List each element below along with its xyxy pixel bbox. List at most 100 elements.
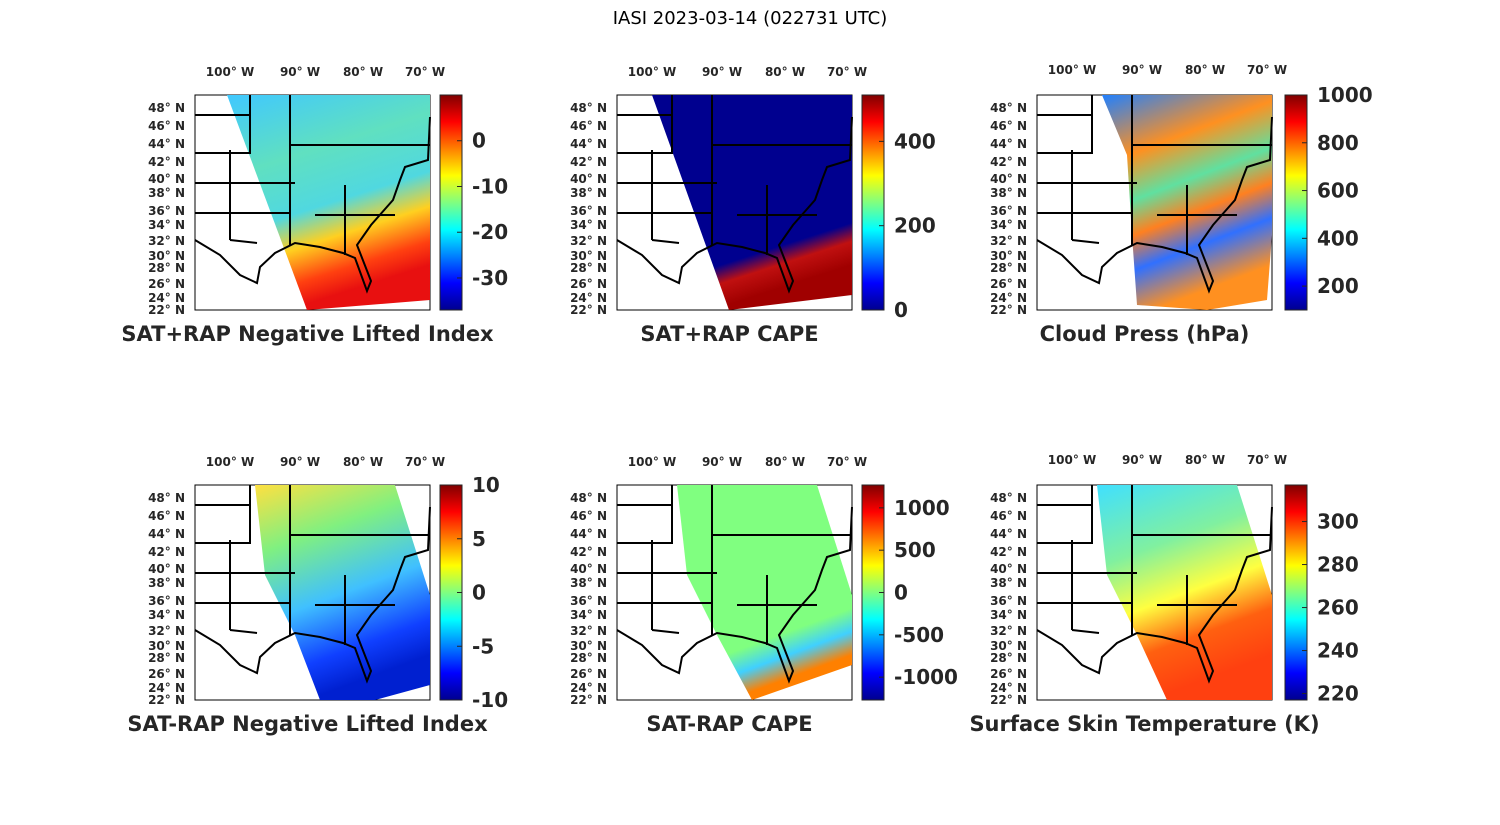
latitude-label: 46° N — [148, 509, 185, 523]
panel-title: SAT+RAP Negative Lifted Index — [121, 322, 494, 346]
latitude-label: 38° N — [990, 186, 1027, 200]
longitude-label: 90° W — [702, 65, 742, 79]
colorbar-tick-label: 1000 — [1317, 83, 1373, 107]
latitude-label: 28° N — [570, 261, 607, 275]
longitude-label: 100° W — [206, 455, 254, 469]
latitude-label: 48° N — [570, 491, 607, 505]
latitude-label: 38° N — [990, 576, 1027, 590]
latitude-label: 28° N — [990, 261, 1027, 275]
coastline — [1036, 116, 1273, 294]
colorbar-tick-label: -500 — [894, 623, 944, 647]
latitude-label: 26° N — [570, 277, 607, 291]
latitude-label: 30° N — [570, 249, 607, 263]
map-panel — [616, 94, 853, 311]
colorbar — [861, 94, 885, 311]
colorbar-tick-label: -5 — [472, 634, 494, 658]
latitude-label: 30° N — [990, 639, 1027, 653]
latitude-label: 22° N — [148, 693, 185, 707]
latitude-label: 44° N — [570, 137, 607, 151]
latitude-label: 46° N — [148, 119, 185, 133]
colorbar-tick-label: 260 — [1317, 596, 1359, 620]
coastline — [616, 116, 853, 294]
state-border — [1037, 95, 1093, 154]
latitude-label: 36° N — [148, 594, 185, 608]
latitude-label: 36° N — [990, 594, 1027, 608]
latitude-label: 22° N — [570, 303, 607, 317]
latitude-label: 38° N — [570, 186, 607, 200]
state-border — [195, 485, 251, 544]
longitude-label: 80° W — [1185, 63, 1225, 77]
state-border — [229, 239, 258, 244]
satellite-swath — [1097, 485, 1272, 700]
figure-title: IASI 2023-03-14 (022731 UTC) — [612, 8, 888, 29]
latitude-label: 48° N — [148, 491, 185, 505]
colorbar-tick-label: 5 — [472, 527, 486, 551]
latitude-label: 36° N — [570, 594, 607, 608]
colorbar-tick-label: 0 — [472, 129, 486, 153]
latitude-label: 40° N — [990, 562, 1027, 576]
latitude-label: 42° N — [148, 155, 185, 169]
colorbar-tick-label: -1000 — [894, 665, 958, 689]
colorbar-tick-label: -10 — [472, 688, 508, 712]
colorbar-tick-label: 200 — [894, 214, 936, 238]
satellite-swath — [227, 95, 430, 310]
latitude-label: 42° N — [570, 545, 607, 559]
latitude-label: 36° N — [570, 204, 607, 218]
latitude-label: 46° N — [990, 119, 1027, 133]
colorbar-tick-label: 10 — [472, 473, 500, 497]
latitude-label: 28° N — [990, 651, 1027, 665]
longitude-label: 80° W — [343, 65, 383, 79]
colorbar — [439, 94, 463, 311]
latitude-label: 22° N — [148, 303, 185, 317]
latitude-label: 34° N — [148, 608, 185, 622]
state-border — [229, 629, 258, 634]
colorbar-tick-label: -20 — [472, 220, 508, 244]
longitude-label: 90° W — [1122, 453, 1162, 467]
latitude-label: 24° N — [148, 681, 185, 695]
state-border — [1071, 629, 1100, 634]
latitude-label: 22° N — [990, 303, 1027, 317]
colorbar-tick-label: 500 — [894, 538, 936, 562]
longitude-label: 100° W — [1048, 453, 1096, 467]
coastline — [194, 116, 431, 294]
colorbar-tick-label: 1000 — [894, 496, 950, 520]
coastline — [1036, 506, 1273, 684]
latitude-label: 34° N — [148, 218, 185, 232]
latitude-label: 46° N — [990, 509, 1027, 523]
colorbar-tick-label: -10 — [472, 174, 508, 198]
longitude-label: 90° W — [280, 65, 320, 79]
coastline — [616, 506, 853, 684]
latitude-label: 24° N — [570, 681, 607, 695]
latitude-label: 26° N — [570, 667, 607, 681]
longitude-label: 80° W — [765, 455, 805, 469]
longitude-label: 100° W — [1048, 63, 1096, 77]
colorbar-tick-label: 400 — [894, 129, 936, 153]
panel-title: SAT-RAP CAPE — [646, 712, 812, 736]
state-border — [651, 239, 680, 244]
longitude-label: 70° W — [1247, 453, 1287, 467]
latitude-label: 42° N — [148, 545, 185, 559]
panel-title: Cloud Press (hPa) — [1040, 322, 1250, 346]
latitude-label: 48° N — [990, 101, 1027, 115]
latitude-label: 48° N — [990, 491, 1027, 505]
latitude-label: 40° N — [570, 172, 607, 186]
longitude-label: 70° W — [827, 65, 867, 79]
longitude-label: 100° W — [628, 455, 676, 469]
longitude-label: 70° W — [827, 455, 867, 469]
latitude-label: 48° N — [148, 101, 185, 115]
latitude-label: 34° N — [570, 218, 607, 232]
latitude-label: 26° N — [990, 277, 1027, 291]
map-panel — [194, 484, 431, 701]
latitude-label: 28° N — [570, 651, 607, 665]
latitude-label: 32° N — [570, 624, 607, 638]
latitude-label: 32° N — [990, 234, 1027, 248]
colorbar-tick-label: 300 — [1317, 510, 1359, 534]
map-panel — [616, 484, 853, 701]
latitude-label: 44° N — [990, 137, 1027, 151]
latitude-label: 40° N — [990, 172, 1027, 186]
map-panel — [1036, 94, 1273, 311]
longitude-label: 100° W — [628, 65, 676, 79]
colorbar — [1284, 94, 1308, 311]
latitude-label: 46° N — [570, 509, 607, 523]
latitude-label: 24° N — [990, 291, 1027, 305]
